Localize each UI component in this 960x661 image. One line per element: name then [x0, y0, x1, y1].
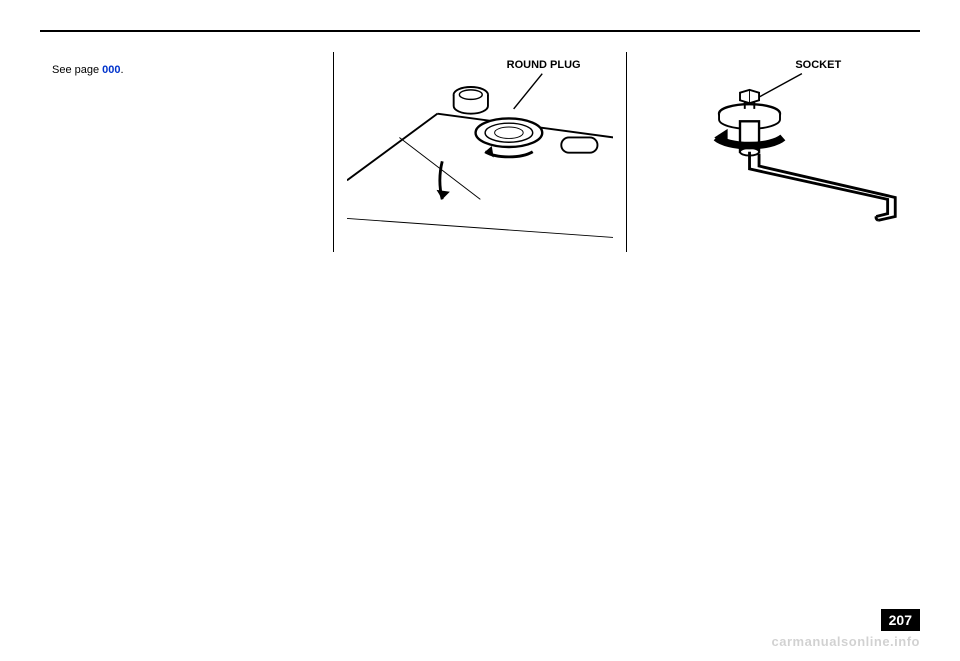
figure-socket: SOCKET — [639, 52, 908, 242]
text-part-2: . — [121, 64, 124, 76]
figure-1-label: ROUND PLUG — [507, 59, 581, 71]
top-rule — [40, 30, 920, 32]
column-1-text: See page 000. — [52, 52, 321, 80]
page-number: 207 — [881, 609, 920, 631]
page: See page 000. ROUND PLUG — [0, 0, 960, 282]
socket-drawing — [640, 53, 907, 241]
columns: See page 000. ROUND PLUG — [40, 52, 920, 252]
figure-round-plug: ROUND PLUG — [346, 52, 615, 242]
text-part-1: See page — [52, 64, 102, 76]
column-1: See page 000. — [40, 52, 333, 252]
column-3: SOCKET — [626, 52, 920, 252]
watermark: carmanualsonline.info — [772, 634, 920, 649]
column-2: ROUND PLUG — [333, 52, 627, 252]
figure-2-label: SOCKET — [795, 59, 841, 71]
round-plug-drawing — [347, 53, 614, 241]
page-link[interactable]: 000 — [102, 64, 120, 76]
